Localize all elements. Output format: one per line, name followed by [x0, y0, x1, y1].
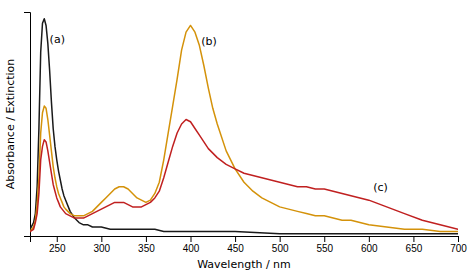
curve-label: (c) [373, 181, 388, 194]
x-tick: 700 [450, 236, 467, 254]
x-tick-label: 500 [272, 243, 289, 254]
x-tick-mark [369, 236, 370, 242]
x-tick-label: 300 [93, 243, 110, 254]
series-line [30, 120, 458, 232]
x-tick: 400 [183, 236, 200, 254]
x-tick-label: 350 [138, 243, 155, 254]
chart: 250 300 350 400 450 500 550 600 650 700 (a) (b) (c) W… [0, 0, 474, 272]
x-axis: 250 300 350 400 450 500 550 600 650 700 [31, 236, 468, 254]
x-tick: 600 [361, 236, 378, 254]
x-tick-mark [57, 236, 58, 242]
y-axis-line [24, 13, 31, 237]
series-line [30, 19, 458, 234]
x-tick-mark [191, 236, 192, 242]
x-tick: 500 [272, 236, 289, 254]
series-line [30, 25, 458, 231]
x-tick-label: 700 [450, 243, 467, 254]
x-tick-label: 600 [361, 243, 378, 254]
x-tick: 450 [227, 236, 244, 254]
x-tick: 550 [316, 236, 333, 254]
x-tick-mark [413, 236, 414, 242]
x-tick: 350 [138, 236, 155, 254]
x-tick-mark [280, 236, 281, 242]
x-axis-line [31, 237, 459, 243]
curve-label: (b) [201, 35, 217, 48]
x-tick-label: 650 [406, 243, 423, 254]
y-axis-title: Absorbance / Extinction [4, 59, 17, 190]
x-tick-mark [235, 236, 236, 242]
lines [30, 19, 458, 234]
x-tick: 300 [93, 236, 110, 254]
x-tick: 650 [406, 236, 423, 254]
x-tick-label: 450 [227, 243, 244, 254]
x-tick: 250 [49, 236, 66, 254]
x-tick-mark [324, 236, 325, 242]
curve-label: (a) [50, 33, 65, 46]
x-tick-mark [146, 236, 147, 242]
x-tick-mark [101, 236, 102, 242]
x-tick-label: 550 [316, 243, 333, 254]
x-tick-label: 250 [49, 243, 66, 254]
x-tick-mark [458, 236, 459, 242]
x-tick-label: 400 [183, 243, 200, 254]
y-axis [24, 13, 31, 237]
x-axis-title: Wavelength / nm [197, 258, 291, 271]
plot-area: 250 300 350 400 450 500 550 600 650 700 (a) (b) (c) [24, 13, 467, 255]
